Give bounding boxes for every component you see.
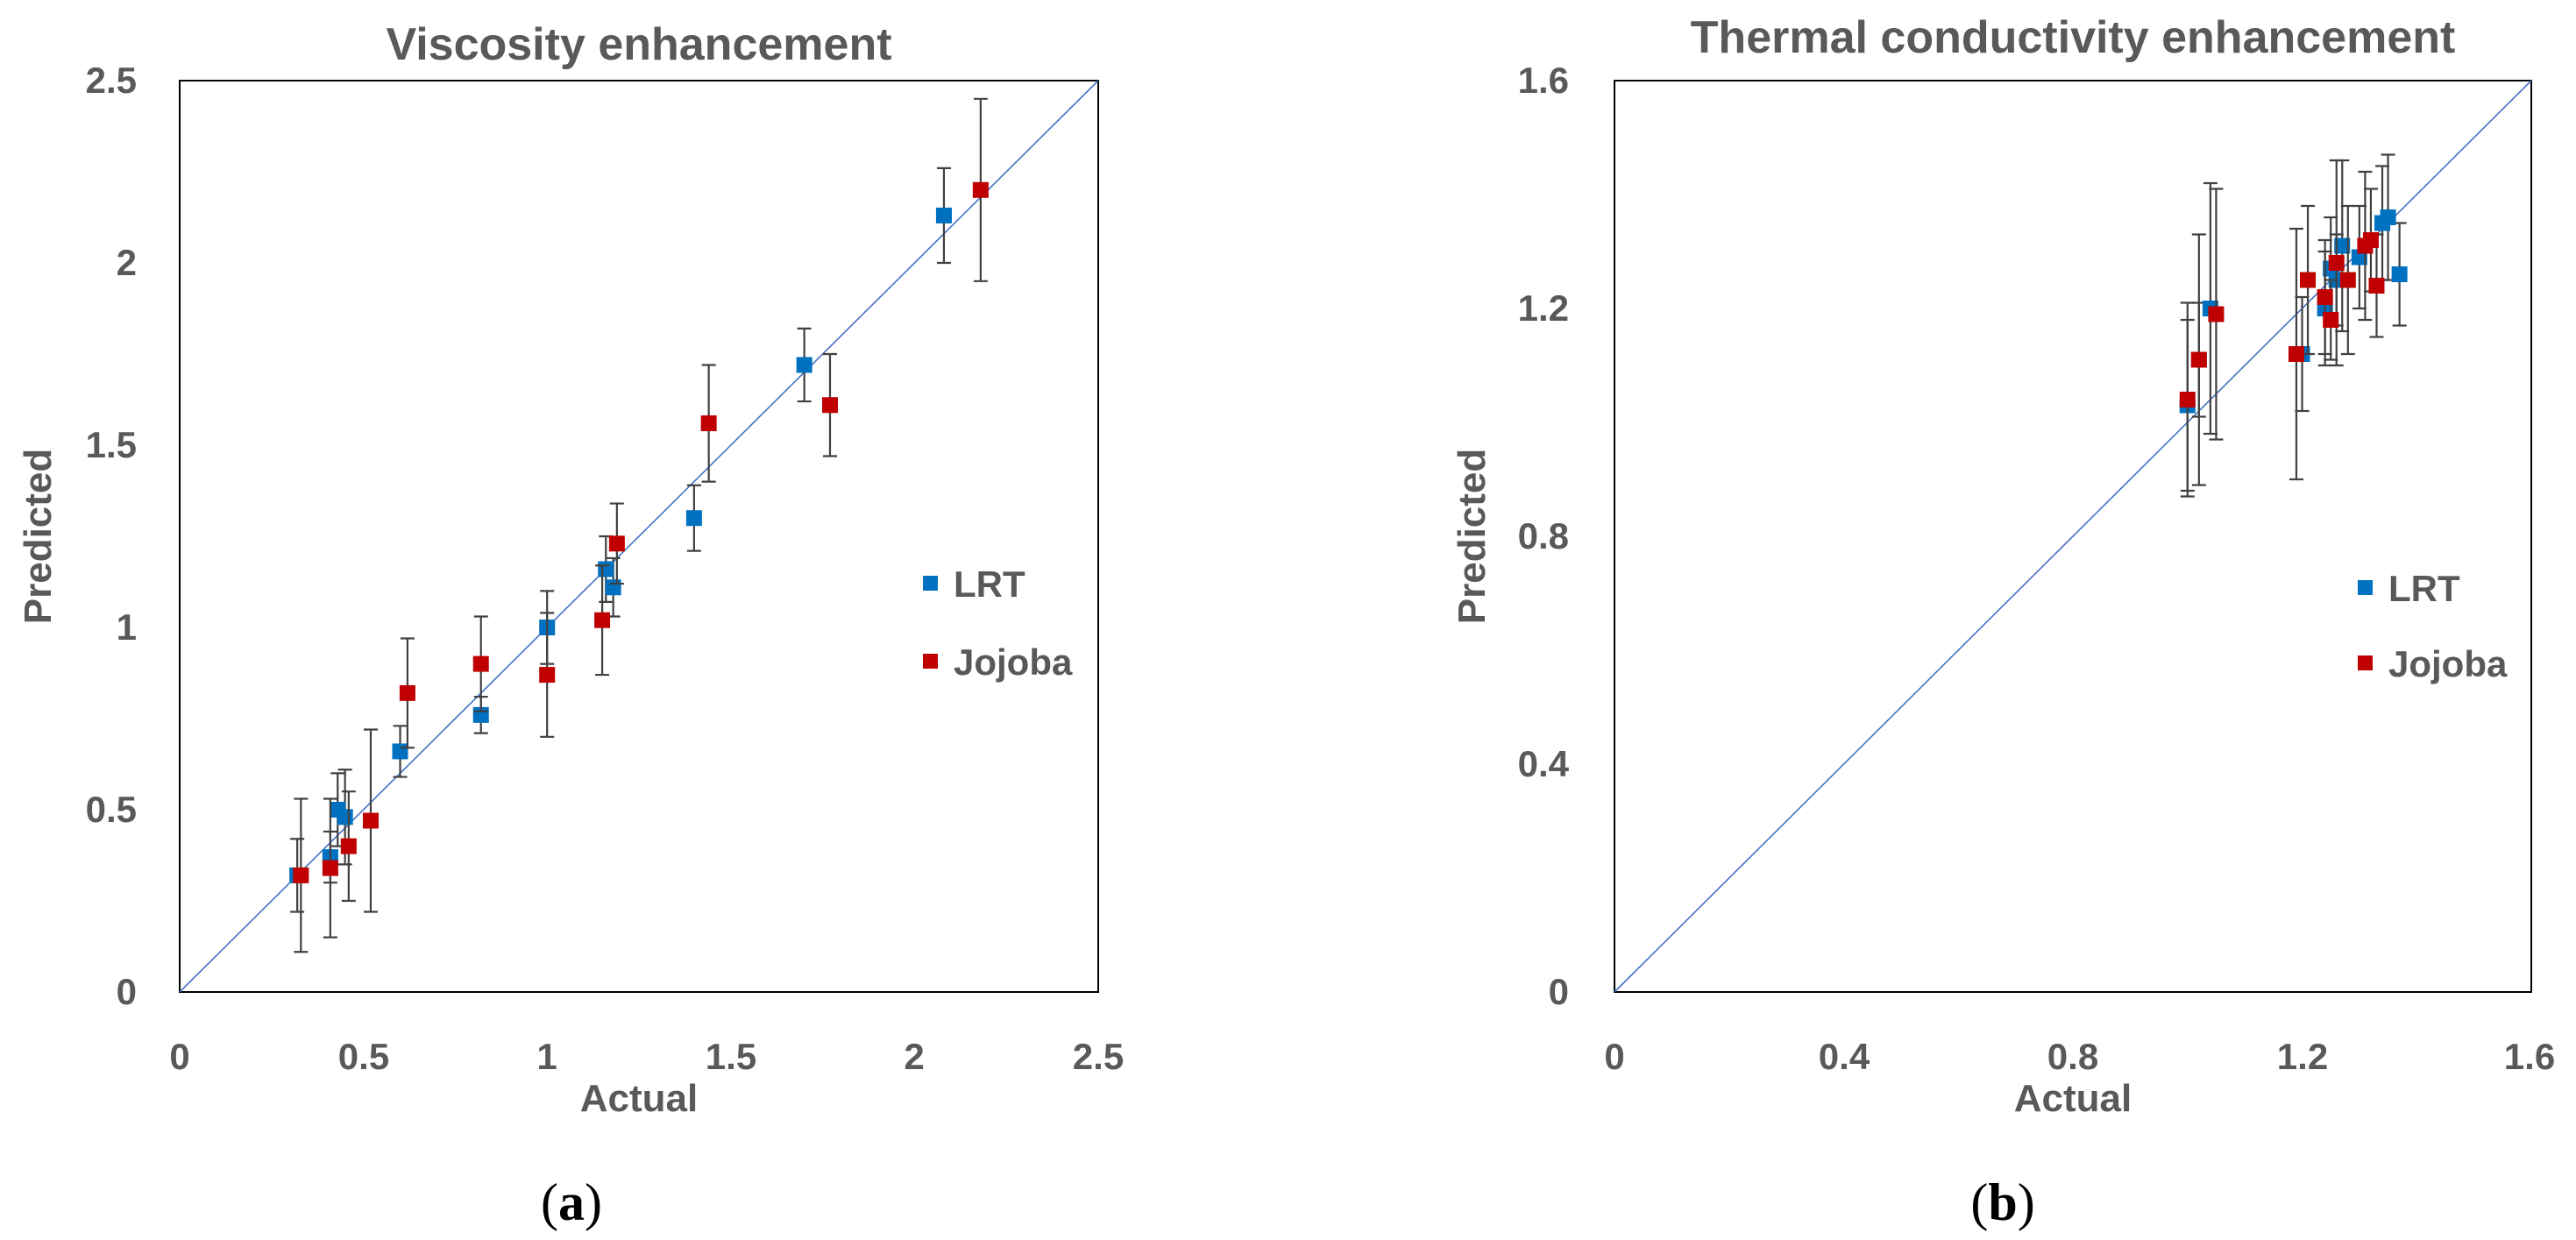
data-point-jojoba bbox=[2288, 346, 2304, 362]
data-point-lrt bbox=[796, 357, 813, 373]
data-point-jojoba bbox=[2328, 255, 2345, 271]
y-axis-label: Predicted bbox=[1451, 449, 1494, 625]
y-axis-label: Predicted bbox=[17, 449, 60, 625]
x-axis-label: Actual bbox=[580, 1077, 698, 1120]
panel-a-viscosity-chart: Viscosity enhancement 0 0.5 1 1.5 2 2.5 … bbox=[17, 19, 1124, 1231]
panel-letter: b bbox=[1988, 1173, 2017, 1231]
data-point-jojoba bbox=[340, 838, 357, 854]
data-point-jojoba bbox=[2317, 289, 2333, 305]
data-point-jojoba bbox=[972, 181, 989, 198]
data-point-lrt bbox=[2380, 209, 2396, 225]
y-tick-labels: 0 0.5 1 1.5 2 2.5 bbox=[86, 60, 137, 1012]
x-tick-label: 0.4 bbox=[1819, 1036, 1870, 1077]
y-tick-label: 0.4 bbox=[1518, 743, 1570, 784]
y-tick-label: 0 bbox=[1549, 971, 1569, 1012]
data-point-jojoba bbox=[399, 684, 415, 701]
legend-label-lrt: LRT bbox=[2388, 568, 2460, 609]
data-point-jojoba bbox=[539, 667, 556, 684]
y-tick-label: 0.8 bbox=[1518, 515, 1569, 556]
data-point-lrt bbox=[2391, 266, 2408, 282]
legend-marker-lrt bbox=[2358, 580, 2373, 595]
data-point-jojoba bbox=[472, 655, 489, 672]
data-point-lrt bbox=[598, 561, 614, 577]
legend-marker-jojoba bbox=[923, 654, 938, 669]
legend-label-jojoba: Jojoba bbox=[954, 641, 1073, 683]
data-point-jojoba bbox=[2368, 278, 2385, 294]
x-tick-label: 2 bbox=[904, 1036, 924, 1077]
y-tick-label: 1.5 bbox=[86, 424, 137, 465]
data-point-jojoba bbox=[700, 415, 717, 432]
x-tick-labels: 0 0.5 1 1.5 2 2.5 bbox=[169, 1036, 1124, 1077]
data-point-lrt bbox=[2334, 237, 2351, 254]
data-point-lrt bbox=[392, 743, 408, 760]
chart-title: Thermal conductivity enhancement bbox=[1691, 12, 2456, 63]
data-point-jojoba bbox=[2362, 232, 2379, 248]
data-point-jojoba bbox=[2179, 392, 2196, 407]
data-point-jojoba bbox=[2300, 272, 2317, 288]
data-point-jojoba bbox=[594, 612, 611, 628]
data-point-lrt bbox=[935, 207, 952, 223]
data-point-jojoba bbox=[2208, 306, 2225, 322]
x-tick-label: 1.6 bbox=[2504, 1036, 2555, 1077]
x-tick-label: 1 bbox=[536, 1036, 557, 1077]
data-point-jojoba bbox=[2339, 272, 2356, 288]
legend-label-jojoba: Jojoba bbox=[2388, 643, 2508, 684]
x-tick-label: 1.5 bbox=[706, 1036, 756, 1077]
y-tick-label: 1.2 bbox=[1518, 287, 1569, 329]
legend-marker-lrt bbox=[923, 576, 938, 591]
panel-label-a: (a) bbox=[541, 1173, 602, 1231]
data-point-jojoba bbox=[608, 535, 625, 552]
y-tick-label: 1.6 bbox=[1518, 60, 1569, 101]
x-axis-label: Actual bbox=[2014, 1077, 2132, 1120]
data-point-lrt bbox=[337, 809, 353, 825]
y-tick-label: 0 bbox=[117, 971, 137, 1012]
data-point-jojoba bbox=[821, 397, 838, 414]
legend: LRT Jojoba bbox=[2358, 568, 2508, 684]
legend: LRT Jojoba bbox=[923, 563, 1073, 683]
legend-label-lrt: LRT bbox=[954, 563, 1025, 605]
data-point-jojoba bbox=[2323, 312, 2339, 328]
x-tick-labels: 0 0.4 0.8 1.2 1.6 bbox=[1604, 1036, 2555, 1077]
y-tick-label: 2.5 bbox=[86, 60, 137, 101]
panel-label-b: (b) bbox=[1970, 1173, 2034, 1231]
y-tick-labels: 0 0.4 0.8 1.2 1.6 bbox=[1518, 60, 1570, 1012]
x-tick-label: 2.5 bbox=[1073, 1036, 1124, 1077]
data-point-jojoba bbox=[293, 867, 309, 883]
y-tick-label: 0.5 bbox=[86, 789, 137, 830]
x-tick-label: 0 bbox=[169, 1036, 189, 1077]
data-point-lrt bbox=[605, 579, 621, 596]
x-tick-label: 0 bbox=[1604, 1036, 1624, 1077]
x-tick-label: 1.2 bbox=[2277, 1036, 2328, 1077]
chart-title: Viscosity enhancement bbox=[386, 19, 891, 70]
y-tick-label: 1 bbox=[117, 606, 137, 648]
panel-b-thermal-conductivity-chart: Thermal conductivity enhancement 0 0.4 0… bbox=[1451, 12, 2555, 1231]
data-point-jojoba bbox=[362, 812, 379, 829]
diagonal-reference-line bbox=[179, 80, 1099, 993]
data-point-lrt bbox=[685, 510, 702, 527]
x-tick-label: 0.5 bbox=[338, 1036, 389, 1077]
data-point-jojoba bbox=[322, 860, 338, 876]
legend-marker-jojoba bbox=[2358, 655, 2373, 670]
x-tick-label: 0.8 bbox=[2047, 1036, 2098, 1077]
panel-b-marks bbox=[1614, 80, 2532, 993]
y-tick-label: 2 bbox=[117, 242, 137, 283]
data-point-jojoba bbox=[2190, 351, 2207, 368]
panel-a-marks bbox=[179, 80, 1099, 993]
panel-letter: a bbox=[558, 1173, 585, 1231]
